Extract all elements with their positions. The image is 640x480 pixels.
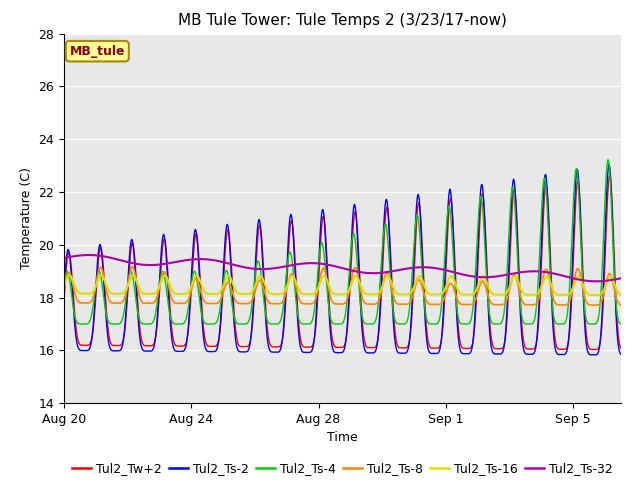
X-axis label: Time: Time: [327, 432, 358, 444]
Title: MB Tule Tower: Tule Temps 2 (3/23/17-now): MB Tule Tower: Tule Temps 2 (3/23/17-now…: [178, 13, 507, 28]
Text: MB_tule: MB_tule: [70, 45, 125, 58]
Legend: Tul2_Tw+2, Tul2_Ts-2, Tul2_Ts-4, Tul2_Ts-8, Tul2_Ts-16, Tul2_Ts-32: Tul2_Tw+2, Tul2_Ts-2, Tul2_Ts-4, Tul2_Ts…: [67, 457, 618, 480]
Y-axis label: Temperature (C): Temperature (C): [20, 168, 33, 269]
